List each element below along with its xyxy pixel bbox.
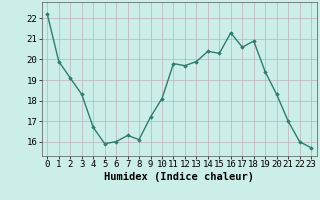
X-axis label: Humidex (Indice chaleur): Humidex (Indice chaleur) [104, 172, 254, 182]
